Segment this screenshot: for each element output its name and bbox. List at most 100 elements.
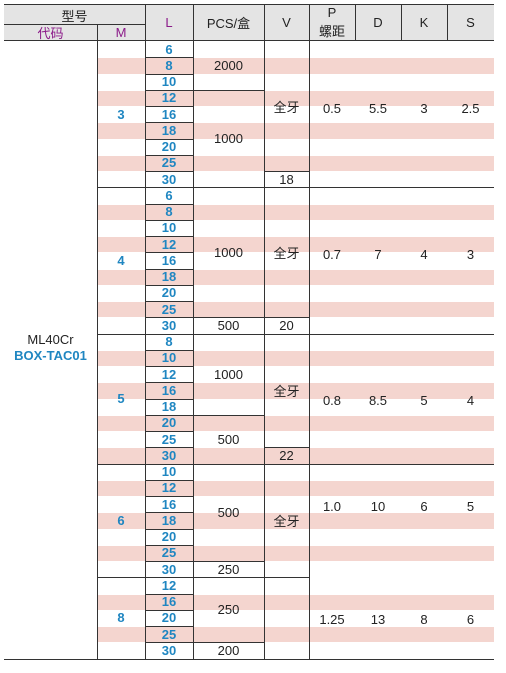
m-value: 5 [117,391,125,406]
row-stripe [97,58,494,74]
group-border [97,577,309,578]
length-value: 10 [161,350,177,366]
length-divider [145,431,193,432]
length-value: 6 [165,187,173,203]
header-d: D [373,14,383,30]
length-value: 12 [161,236,177,252]
length-value: 16 [161,382,177,398]
length-divider [145,545,193,546]
d-value: 7 [374,246,382,262]
length-value: 30 [161,561,177,577]
row-stripe [97,627,494,643]
length-divider [145,236,193,237]
row-stripe [97,513,494,529]
v-value: 18 [279,171,294,187]
pcs-value: 500 [217,504,240,520]
length-value: 8 [165,204,173,220]
row-stripe [97,350,494,366]
length-value: 20 [161,139,177,155]
length-divider [145,529,193,530]
row-stripe [97,123,494,139]
length-divider [145,171,193,172]
length-divider [145,317,193,318]
s-value: 5 [466,498,475,514]
length-divider [145,366,193,367]
row-stripe [97,415,494,431]
s-value: 2.5 [461,100,480,116]
length-value: 30 [161,642,177,658]
row-stripe [97,594,494,610]
column-divider [401,4,402,40]
header-bottom-border [4,40,494,41]
pcs-value: 250 [217,602,240,618]
group-border [97,334,309,335]
row-stripe [97,237,494,253]
pcs-divider [193,642,264,643]
length-value: 25 [161,301,177,317]
pcs-value: 200 [217,642,240,658]
header-split-line [4,24,145,25]
length-value: 25 [161,626,177,642]
length-value: 12 [161,577,177,593]
p-value: 1.25 [319,612,345,628]
length-value: 16 [161,252,177,268]
pcs-divider [193,90,264,91]
length-value: 12 [161,366,177,382]
column-divider [447,4,448,40]
length-divider [145,512,193,513]
column-divider [309,40,310,659]
spec-divider [309,464,494,465]
column-divider [264,40,265,659]
length-value: 16 [161,496,177,512]
length-divider [145,480,193,481]
d-value: 10 [370,498,386,514]
length-divider [145,382,193,383]
column-divider [193,4,194,40]
m-value: 6 [117,512,125,528]
v-value: 全牙 [273,383,300,399]
product-code: BOX-TAC01 [14,347,87,363]
length-value: 25 [161,155,177,171]
table-top-border [4,4,494,5]
column-divider [97,40,98,659]
column-divider [97,24,98,40]
length-divider [145,415,193,416]
length-value: 20 [161,610,177,626]
length-value: 18 [161,269,177,285]
length-value: 20 [161,415,177,431]
pcs-divider [193,415,264,416]
pcs-value: 2000 [214,57,243,73]
pcs-divider [193,317,264,318]
length-divider [145,90,193,91]
length-value: 18 [161,122,177,138]
p-value: 0.8 [322,393,342,408]
k-value: 6 [420,498,428,514]
header-background [4,4,494,40]
m-value: 8 [117,610,125,626]
k-value: 3 [420,100,428,116]
header-m: M [115,24,127,40]
v-divider [264,317,309,318]
row-stripe [97,204,494,220]
length-value: 8 [165,334,173,350]
row-stripe [97,383,494,399]
v-divider [264,447,309,448]
group-border [97,187,309,188]
length-value: 25 [161,431,177,447]
row-stripe [97,302,494,318]
length-divider [145,496,193,497]
length-divider [145,139,193,140]
d-value: 8.5 [368,393,388,408]
header-code: 代码 [37,25,64,41]
pcs-value: 1000 [214,244,243,260]
pcs-value: 250 [217,561,240,577]
spec-divider [309,334,494,335]
row-stripe [97,155,494,171]
length-divider [145,626,193,627]
column-divider [309,4,310,40]
length-value: 30 [161,171,177,187]
k-value: 4 [420,246,428,262]
header-v: V [282,14,291,30]
s-value: 6 [466,612,475,628]
v-divider [264,171,309,172]
